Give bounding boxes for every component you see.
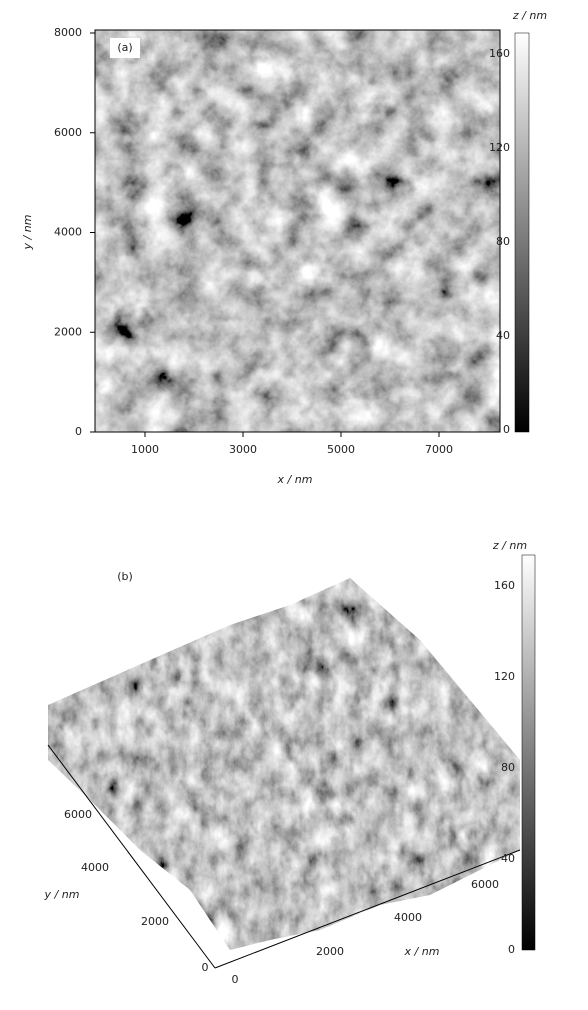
colorbar-tick-label: 120 <box>494 670 515 683</box>
colorbar-label: z / nm <box>492 539 527 552</box>
y-tick-label: 0 <box>202 961 209 974</box>
y-tick-label: 2000 <box>54 325 82 338</box>
x-tick-label: 0 <box>232 973 239 986</box>
colorbar <box>522 555 535 950</box>
colorbar-tick-label: 80 <box>496 235 510 248</box>
figure: (a) z / nm x / nm y / nm (b) z / nm x / … <box>0 0 588 1010</box>
colorbar-tick-label: 0 <box>503 423 510 436</box>
colorbar-tick-label: 40 <box>496 329 510 342</box>
x-tick-label: 1000 <box>131 443 159 456</box>
colorbar-tick-label: 160 <box>494 579 515 592</box>
y-tick-label: 2000 <box>141 915 169 928</box>
afm-surface <box>40 570 530 960</box>
y-tick-label: 4000 <box>54 226 82 239</box>
x-tick-label: 3000 <box>229 443 257 456</box>
y-tick-label: 6000 <box>54 126 82 139</box>
x-tick-label: 4000 <box>394 911 422 924</box>
colorbar <box>515 33 529 432</box>
x-tick-label: 6000 <box>471 878 499 891</box>
x-axis-label: x / nm <box>277 473 313 486</box>
y-tick-label: 0 <box>75 425 82 438</box>
colorbar-label: z / nm <box>512 9 547 22</box>
colorbar-tick-label: 160 <box>489 47 510 60</box>
x-axis-label: x / nm <box>404 945 440 958</box>
y-tick-label: 4000 <box>81 861 109 874</box>
colorbar-tick-label: 0 <box>508 943 515 956</box>
y-axis-label: y / nm <box>44 888 80 901</box>
y-axis-label: y / nm <box>21 215 34 251</box>
x-tick-label: 5000 <box>327 443 355 456</box>
afm-image <box>95 30 500 432</box>
y-tick-label: 6000 <box>64 808 92 821</box>
colorbar-tick-label: 80 <box>501 761 515 774</box>
colorbar-tick-label: 120 <box>489 141 510 154</box>
x-tick-label: 7000 <box>425 443 453 456</box>
colorbar-tick-label: 40 <box>501 852 515 865</box>
x-tick-label: 2000 <box>316 945 344 958</box>
y-tick-label: 8000 <box>54 26 82 39</box>
panel-label: (b) <box>117 570 133 583</box>
panel-label: (a) <box>117 41 132 54</box>
